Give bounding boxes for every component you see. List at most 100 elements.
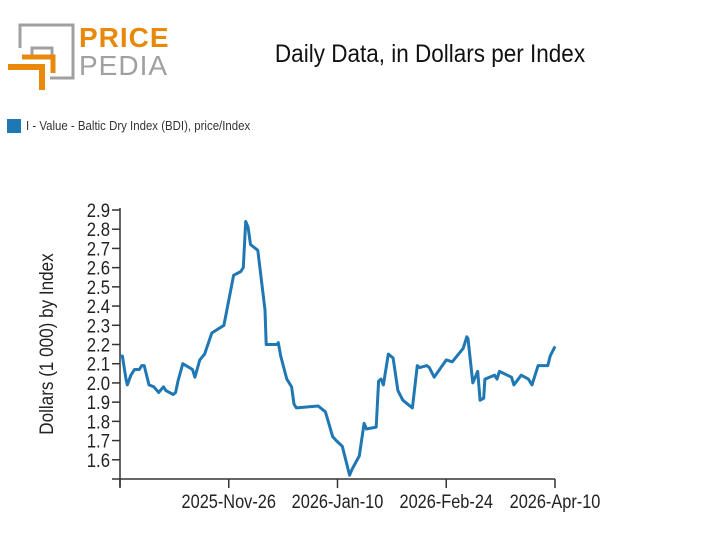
data-point [133, 368, 136, 371]
data-point [416, 364, 419, 367]
data-point [198, 358, 201, 361]
data-point [177, 380, 180, 383]
data-point [264, 308, 267, 311]
data-point [451, 360, 454, 363]
data-point [181, 362, 184, 365]
data-point [152, 385, 155, 388]
data-point [138, 368, 141, 371]
data-point [125, 378, 128, 381]
data-point [148, 383, 151, 386]
data-point [317, 404, 320, 407]
data-point [375, 426, 378, 429]
data-point [401, 399, 404, 402]
data-point [483, 378, 486, 381]
y-tick-label: 2.8 [87, 219, 110, 240]
data-point [493, 374, 496, 377]
data-point [445, 358, 448, 361]
y-tick-label: 1.8 [87, 411, 110, 432]
data-point [471, 381, 474, 384]
data-point [428, 366, 431, 369]
data-point [382, 383, 385, 386]
data-point [293, 403, 296, 406]
data-point [392, 356, 395, 359]
data-point [295, 406, 298, 409]
data-point [498, 370, 501, 373]
data-point [174, 391, 177, 394]
y-tick-label: 2.7 [87, 238, 110, 259]
data-point [290, 385, 293, 388]
y-tick-label: 2.0 [87, 373, 110, 394]
data-point [348, 474, 351, 477]
logo-text-pedia: PEDIA [79, 50, 169, 81]
data-point [279, 355, 282, 358]
legend[interactable]: I - Value - Baltic Dry Index (BDI), pric… [7, 118, 281, 133]
data-point [520, 374, 523, 377]
data-point [462, 347, 465, 350]
data-point [143, 364, 146, 367]
data-point [265, 343, 268, 346]
legend-label: I - Value - Baltic Dry Index (BDI), pric… [26, 118, 251, 133]
data-point [425, 364, 428, 367]
data-point [549, 355, 552, 358]
y-tick-label: 2.6 [87, 258, 110, 279]
data-point [365, 428, 368, 431]
data-point [331, 435, 334, 438]
data-point [377, 380, 380, 383]
data-point [554, 345, 557, 348]
data-point [467, 337, 470, 340]
logo-text-price: PRICE [79, 22, 170, 53]
data-point [247, 226, 250, 229]
data-point [546, 364, 549, 367]
data-point [537, 364, 540, 367]
data-point [193, 376, 196, 379]
data-point [172, 393, 175, 396]
data-point [210, 331, 213, 334]
y-tick-label: 2.5 [87, 277, 110, 298]
y-tick-label: 1.6 [87, 450, 110, 471]
data-point [157, 391, 160, 394]
data-point [358, 454, 361, 457]
legend-swatch [7, 118, 21, 133]
data-point [512, 383, 515, 386]
data-point [479, 399, 482, 402]
data-point [411, 406, 414, 409]
data-point [351, 468, 354, 471]
data-point [222, 324, 225, 327]
y-tick-label: 2.2 [87, 335, 110, 356]
data-point [191, 368, 194, 371]
data-point [256, 249, 259, 252]
data-point [363, 422, 366, 425]
data-point [387, 353, 390, 356]
data-point [476, 370, 479, 373]
data-point [244, 220, 247, 223]
y-tick-label: 2.3 [87, 315, 110, 336]
x-tick-label: 2025-Nov-26 [182, 491, 277, 512]
data-point [203, 353, 206, 356]
data-point [433, 376, 436, 379]
data-point [129, 374, 132, 377]
data-point [496, 378, 499, 381]
x-tick-label: 2026-Apr-10 [510, 491, 601, 512]
data-point [335, 439, 338, 442]
data-point [232, 274, 235, 277]
data-point [285, 378, 288, 381]
data-point [341, 445, 344, 448]
data-point [482, 397, 485, 400]
y-tick-label: 1.9 [87, 392, 110, 413]
data-point [164, 389, 167, 392]
data-point [249, 243, 252, 246]
data-point [277, 341, 280, 344]
y-axis-label: Dollars (1 000) by Index [36, 253, 57, 434]
data-point [418, 366, 421, 369]
data-point [126, 383, 129, 386]
data-point [510, 376, 513, 379]
y-tick-label: 2.1 [87, 354, 110, 375]
data-point [380, 378, 383, 381]
data-point [239, 270, 242, 273]
data-point [527, 378, 530, 381]
data-point [162, 385, 165, 388]
y-tick-label: 2.4 [87, 296, 110, 317]
series-line [120, 220, 557, 477]
